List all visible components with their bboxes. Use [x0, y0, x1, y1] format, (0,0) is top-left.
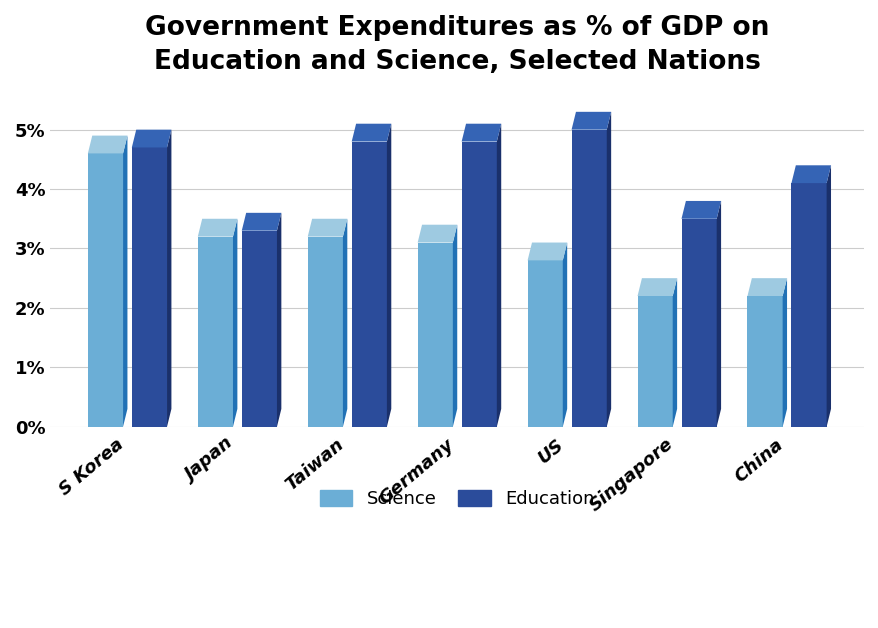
- Bar: [637, 296, 672, 426]
- Legend: Science, Education: Science, Education: [311, 481, 603, 517]
- Polygon shape: [417, 225, 457, 242]
- Bar: [132, 148, 167, 426]
- Polygon shape: [606, 112, 610, 426]
- Polygon shape: [637, 278, 676, 296]
- Bar: [571, 129, 606, 426]
- Polygon shape: [746, 278, 786, 296]
- Polygon shape: [277, 213, 281, 426]
- Bar: [198, 237, 233, 426]
- Polygon shape: [198, 219, 237, 237]
- Bar: [461, 141, 496, 426]
- Bar: [746, 296, 781, 426]
- Polygon shape: [307, 219, 347, 237]
- Bar: [307, 237, 342, 426]
- Polygon shape: [233, 219, 237, 426]
- Bar: [527, 261, 562, 426]
- Polygon shape: [88, 136, 127, 153]
- Polygon shape: [825, 165, 830, 426]
- Polygon shape: [351, 124, 391, 141]
- Polygon shape: [386, 124, 391, 426]
- Polygon shape: [241, 213, 281, 230]
- Bar: [680, 219, 716, 426]
- Polygon shape: [562, 242, 566, 426]
- Polygon shape: [680, 201, 720, 219]
- Polygon shape: [716, 201, 720, 426]
- Polygon shape: [167, 129, 171, 426]
- Polygon shape: [496, 124, 500, 426]
- Polygon shape: [790, 165, 830, 183]
- Polygon shape: [527, 242, 566, 261]
- Bar: [88, 153, 123, 426]
- Title: Government Expenditures as % of GDP on
Education and Science, Selected Nations: Government Expenditures as % of GDP on E…: [145, 15, 768, 75]
- Polygon shape: [672, 278, 676, 426]
- Bar: [417, 242, 452, 426]
- Polygon shape: [123, 136, 127, 426]
- Polygon shape: [132, 129, 171, 148]
- Polygon shape: [342, 219, 347, 426]
- Polygon shape: [461, 124, 500, 141]
- Bar: [351, 141, 386, 426]
- Bar: [790, 183, 825, 426]
- Polygon shape: [781, 278, 786, 426]
- Polygon shape: [452, 225, 457, 426]
- Bar: [241, 230, 277, 426]
- Polygon shape: [571, 112, 610, 129]
